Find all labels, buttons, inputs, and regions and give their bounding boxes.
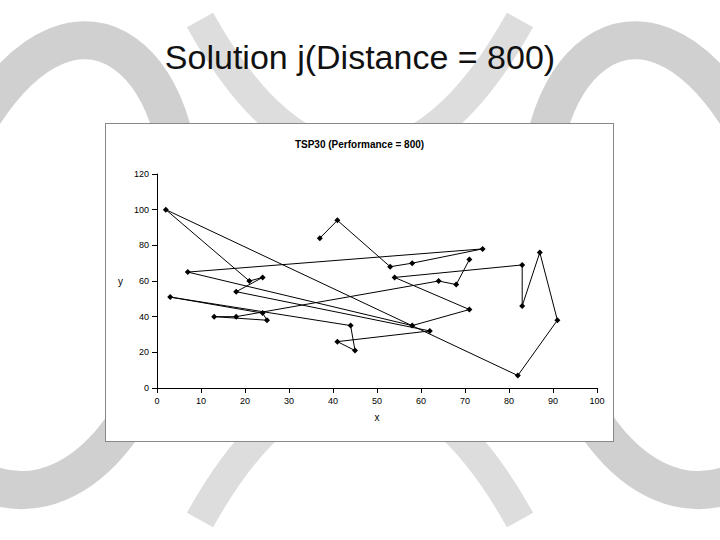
svg-text:100: 100 xyxy=(134,205,149,215)
svg-text:20: 20 xyxy=(139,347,149,357)
svg-text:40: 40 xyxy=(139,312,149,322)
svg-text:TSP30 (Performance = 800): TSP30 (Performance = 800) xyxy=(295,139,424,150)
svg-text:50: 50 xyxy=(372,396,382,406)
svg-text:80: 80 xyxy=(504,396,514,406)
svg-text:20: 20 xyxy=(240,396,250,406)
svg-text:80: 80 xyxy=(139,240,149,250)
svg-text:0: 0 xyxy=(154,396,159,406)
svg-text:0: 0 xyxy=(144,383,149,393)
svg-text:70: 70 xyxy=(460,396,470,406)
svg-text:10: 10 xyxy=(196,396,206,406)
svg-text:x: x xyxy=(375,412,380,423)
svg-text:90: 90 xyxy=(548,396,558,406)
svg-text:30: 30 xyxy=(284,396,294,406)
html-text:Solution j(Distance = 800): Solution j(Distance = 800) xyxy=(164,38,556,76)
svg-text:40: 40 xyxy=(328,396,338,406)
svg-text:60: 60 xyxy=(416,396,426,406)
svg-text:y: y xyxy=(118,276,123,287)
svg-text:120: 120 xyxy=(134,169,149,179)
svg-text:100: 100 xyxy=(589,396,604,406)
svg-text:60: 60 xyxy=(139,276,149,286)
